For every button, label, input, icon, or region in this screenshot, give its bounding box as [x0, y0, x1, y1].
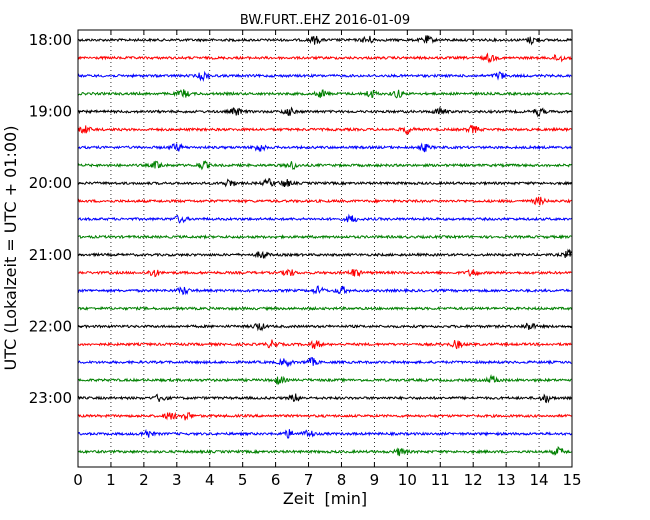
seismic-trace	[77, 339, 572, 350]
x-tick-label: 3	[172, 471, 182, 489]
x-tick-label: 2	[139, 471, 149, 489]
seismic-trace	[77, 89, 572, 99]
seismic-trace	[77, 285, 572, 296]
seismic-trace	[77, 106, 572, 118]
seismic-trace	[77, 177, 572, 188]
seismic-trace	[77, 393, 572, 404]
seismic-trace	[77, 124, 572, 136]
y-tick-label: 21:00	[29, 246, 72, 264]
seismic-trace	[77, 213, 572, 224]
x-tick-label: 6	[271, 471, 281, 489]
seismic-trace	[77, 52, 572, 64]
seismic-trace	[77, 322, 572, 332]
seismic-trace	[77, 446, 572, 457]
y-tick-label: 20:00	[29, 174, 72, 192]
x-tick-label: 7	[304, 471, 314, 489]
seismic-trace	[77, 248, 572, 260]
y-tick-label: 22:00	[29, 317, 72, 335]
x-tick-label: 0	[73, 471, 83, 489]
seismic-trace	[77, 70, 572, 82]
y-tick-label: 23:00	[29, 389, 72, 407]
x-tick-label: 13	[497, 471, 516, 489]
y-axis-label: UTC (Lokalzeit = UTC + 01:00)	[1, 126, 20, 371]
seismic-trace	[77, 268, 572, 278]
x-tick-label: 5	[238, 471, 248, 489]
seismic-trace	[77, 428, 572, 439]
seismic-trace	[77, 374, 572, 386]
seismic-trace	[77, 196, 572, 206]
y-tick-label: 18:00	[29, 31, 72, 49]
x-tick-label: 12	[464, 471, 483, 489]
x-tick-label: 14	[530, 471, 549, 489]
seismic-trace	[77, 234, 572, 240]
x-tick-label: 11	[431, 471, 450, 489]
grid-lines	[110, 30, 540, 467]
x-tick-label: 1	[106, 471, 116, 489]
x-axis-label: Zeit [min]	[283, 489, 367, 508]
x-tick-label: 9	[370, 471, 380, 489]
x-tick-label: 4	[205, 471, 215, 489]
seismic-trace	[77, 142, 572, 153]
chart-title: BW.FURT..EHZ 2016-01-09	[240, 13, 410, 28]
plot-frame	[77, 29, 573, 468]
seismic-trace	[77, 160, 572, 171]
x-tick-label: 15	[562, 471, 581, 489]
seismic-trace	[77, 411, 572, 421]
x-axis: 0 1 2 3 4 5 6 7 8 9 10 11 12 13 14 15	[73, 30, 582, 489]
x-tick-label: 8	[337, 471, 347, 489]
seismic-trace	[77, 35, 572, 46]
seismic-traces	[77, 35, 572, 457]
y-tick-label: 19:00	[29, 103, 72, 121]
seismic-trace	[77, 305, 572, 312]
y-axis: 18:00 19:00 20:00 21:00 22:00 23:00	[29, 31, 572, 407]
x-tick-label: 10	[398, 471, 417, 489]
seismic-trace	[77, 357, 572, 368]
